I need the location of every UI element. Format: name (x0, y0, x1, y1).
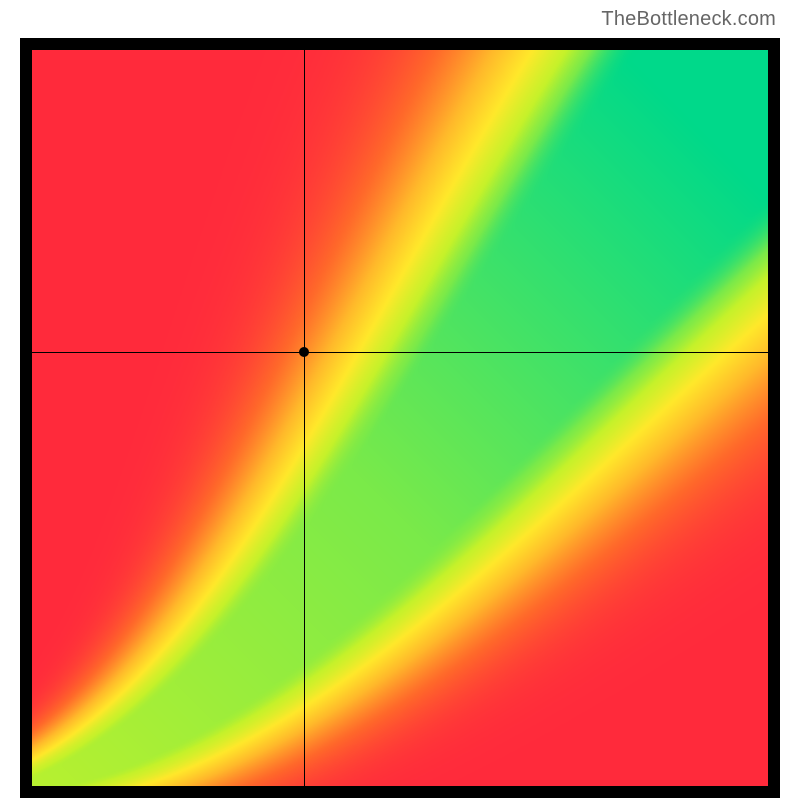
bottleneck-heatmap (32, 50, 768, 786)
attribution-label: TheBottleneck.com (601, 8, 776, 31)
crosshair-marker (299, 347, 309, 357)
crosshair-vertical (304, 50, 305, 786)
crosshair-horizontal (32, 352, 768, 353)
heatmap-frame (20, 38, 780, 798)
